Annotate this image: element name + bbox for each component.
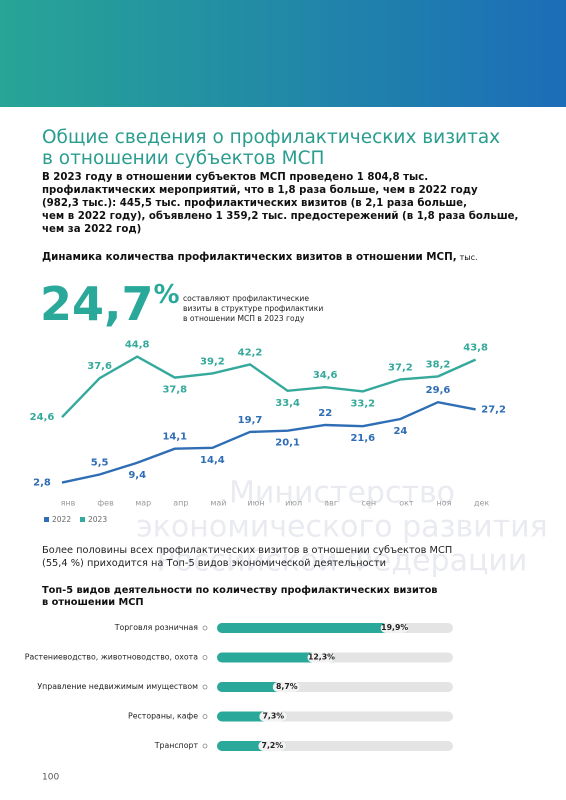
category-dot xyxy=(202,743,208,749)
data-label: 14,1 xyxy=(162,432,187,443)
highlight-number: 24,7 xyxy=(40,277,154,331)
data-label: 38,2 xyxy=(426,359,451,370)
chart-title: Динамика количества профилактических виз… xyxy=(42,251,457,263)
data-label: 37,2 xyxy=(388,362,413,373)
label-pill xyxy=(307,652,336,663)
x-tick-label: авг xyxy=(324,499,338,508)
intro-text: профилактических мероприятий, что в 1,8 … xyxy=(42,184,478,196)
x-tick-label: янв xyxy=(61,499,76,508)
x-tick-label: май xyxy=(210,499,226,508)
data-label: 24 xyxy=(393,426,407,437)
data-label: 44,8 xyxy=(125,340,150,351)
label-pill xyxy=(380,623,409,633)
x-tick-label: мар xyxy=(135,499,151,508)
intro-text: В 2023 году в отношении субъектов МСП пр… xyxy=(42,171,428,183)
data-label: 9,4 xyxy=(128,470,146,481)
chart-title: Динамика количества профилактических виз… xyxy=(42,251,478,263)
label-pill xyxy=(258,741,287,751)
bar xyxy=(217,623,409,633)
bar xyxy=(217,652,336,663)
x-tick-label: июн xyxy=(247,499,264,508)
data-label: 43,8 xyxy=(463,343,488,354)
watermark-text: экономического развития xyxy=(136,510,547,545)
category-dot xyxy=(202,714,208,719)
category-label: Управление недвижимым имуществом xyxy=(37,682,198,691)
header-band xyxy=(0,0,566,107)
page-number: 100 xyxy=(42,773,59,783)
data-label: 27,2 xyxy=(481,404,506,415)
data-label: 39,2 xyxy=(200,356,225,367)
data-label: 34,6 xyxy=(313,370,338,381)
data-label: 19,9% xyxy=(381,623,408,632)
data-label: 37,6 xyxy=(87,361,112,372)
x-tick-label: фев xyxy=(97,499,114,508)
intro-text: (982,3 тыс.): 445,5 тыс. профилактически… xyxy=(42,197,467,209)
chart-title: Топ-5 видов деятельности по количеству п… xyxy=(42,584,438,596)
x-tick-label: сен xyxy=(362,499,377,508)
x-tick-label: ноя xyxy=(437,499,452,508)
data-label: 29,6 xyxy=(426,385,451,396)
data-label: 42,2 xyxy=(238,347,263,358)
data-label: 8,7% xyxy=(276,682,298,691)
line-series xyxy=(61,355,477,419)
legend-swatch xyxy=(80,517,85,522)
category-label: Транспорт xyxy=(154,741,199,750)
chart-title: в отношении МСП xyxy=(42,597,144,608)
highlight-text: составляют профилактические xyxy=(183,294,309,303)
x-tick-label: окт xyxy=(399,499,414,508)
legend-label: 2023 xyxy=(88,515,107,524)
data-label: 21,6 xyxy=(350,433,375,444)
data-label: 19,7 xyxy=(238,415,263,426)
data-label: 37,8 xyxy=(162,385,187,396)
chart-unit: тыс. xyxy=(460,253,478,262)
legend-swatch xyxy=(44,517,49,522)
label-pill xyxy=(272,682,301,692)
body-text: Более половины всех профилактических виз… xyxy=(42,545,452,556)
highlight-text: визиты в структуре профилактики xyxy=(183,304,323,313)
intro-text: чем в 2022 году), объявлено 1 359,2 тыс.… xyxy=(42,210,518,222)
category-label: Торговля розничная xyxy=(114,623,199,632)
page-title: в отношении субъектов МСП xyxy=(42,148,324,169)
highlight-unit: % xyxy=(154,280,180,310)
x-tick-label: апр xyxy=(173,499,188,508)
page-title: Общие сведения о профилактических визита… xyxy=(42,127,500,148)
category-dot xyxy=(202,655,208,660)
line-series xyxy=(61,400,476,484)
data-label: 24,6 xyxy=(30,412,55,423)
category-dot xyxy=(202,625,208,631)
intro-text: чем за 2022 год) xyxy=(42,224,141,235)
data-label: 33,4 xyxy=(275,398,300,409)
category-label: Рестораны, кафе xyxy=(128,712,198,721)
data-label: 2,8 xyxy=(33,478,51,489)
category-label: Растениеводство, животноводство, охота xyxy=(25,653,198,662)
x-tick-label: июл xyxy=(285,499,302,508)
data-label: 20,1 xyxy=(275,438,300,449)
body-text: (55,4 %) приходится на Топ-5 видов эконо… xyxy=(42,558,386,569)
category-dot xyxy=(202,684,208,690)
x-tick-label: дек xyxy=(474,499,489,508)
highlight-value: 24,7% xyxy=(40,277,180,331)
data-label: 5,5 xyxy=(91,458,109,469)
data-label: 14,4 xyxy=(200,455,225,466)
highlight-text: в отношении МСП в 2023 году xyxy=(183,314,305,323)
watermark-text: Российской Федерации xyxy=(157,544,528,579)
watermark-text: Министерство xyxy=(229,476,455,511)
data-label: 7,2% xyxy=(262,741,284,750)
data-label: 22 xyxy=(318,408,332,419)
label-pill xyxy=(259,711,288,722)
legend-label: 2022 xyxy=(52,515,71,524)
data-label: 33,2 xyxy=(350,398,375,409)
data-label: 12,3% xyxy=(308,653,335,662)
data-label: 7,3% xyxy=(263,712,285,721)
